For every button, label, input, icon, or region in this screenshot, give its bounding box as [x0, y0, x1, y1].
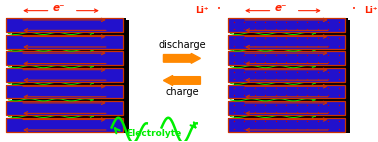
Text: •: •: [217, 6, 221, 12]
Bar: [228, 35, 348, 49]
Text: Li⁺: Li⁺: [195, 6, 209, 15]
Text: discharge: discharge: [158, 40, 206, 50]
Text: Li⁺: Li⁺: [364, 6, 377, 15]
Bar: [6, 118, 123, 132]
Bar: [228, 118, 345, 132]
Bar: [228, 35, 345, 49]
Bar: [228, 101, 348, 115]
Text: charge: charge: [165, 87, 199, 97]
Bar: [228, 101, 345, 115]
Bar: [228, 68, 345, 82]
Bar: [228, 85, 345, 98]
Bar: [228, 18, 348, 32]
Text: •: •: [352, 6, 356, 12]
Bar: [234, 20, 350, 133]
Bar: [12, 20, 129, 133]
Text: e⁻: e⁻: [53, 3, 65, 13]
Bar: [6, 51, 126, 65]
Bar: [228, 118, 348, 132]
Bar: [6, 101, 123, 115]
Bar: [228, 18, 345, 32]
Bar: [228, 51, 345, 65]
Text: Electrolyte: Electrolyte: [127, 129, 182, 138]
Bar: [6, 51, 123, 65]
FancyArrow shape: [163, 53, 200, 63]
Bar: [6, 18, 123, 32]
Text: e⁻: e⁻: [274, 3, 287, 13]
Bar: [228, 51, 348, 65]
Bar: [6, 68, 126, 82]
Bar: [6, 18, 126, 32]
Bar: [6, 68, 123, 82]
Bar: [228, 68, 348, 82]
Bar: [6, 35, 123, 49]
Bar: [228, 85, 348, 98]
Bar: [6, 35, 126, 49]
Bar: [6, 101, 126, 115]
Bar: [6, 85, 126, 98]
FancyArrow shape: [163, 76, 200, 85]
Bar: [6, 118, 126, 132]
Bar: [6, 85, 123, 98]
